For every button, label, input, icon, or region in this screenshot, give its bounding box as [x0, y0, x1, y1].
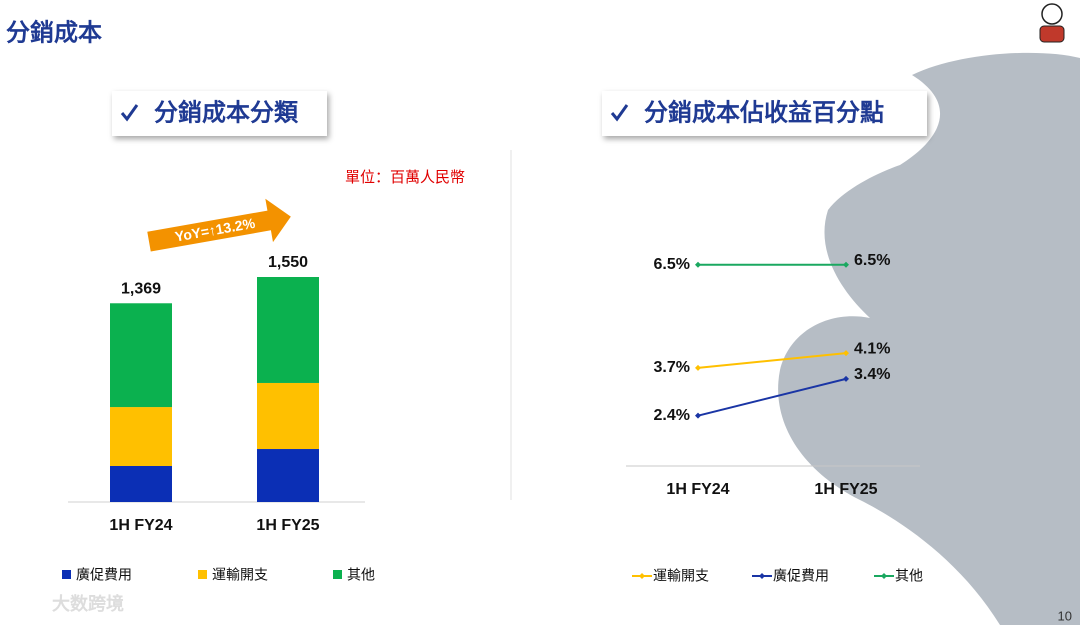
x-tick-label: 1H FY24	[109, 517, 172, 534]
legend-swatch	[62, 570, 71, 579]
annotation: YoY=↑13.2%	[174, 215, 257, 245]
marker	[843, 350, 849, 357]
line	[697, 352, 847, 369]
bar-segment	[257, 382, 319, 450]
chart-title: 分銷成本佔收益百分點	[644, 98, 884, 126]
value-label: 4.1%	[854, 340, 890, 357]
page-title: 分銷成本	[6, 18, 102, 46]
legend-label: 其他	[895, 568, 923, 584]
heading-box	[602, 91, 927, 136]
value-label: 2.4%	[654, 407, 690, 424]
legend-marker	[881, 573, 887, 579]
unit-note: 單位：百萬人民幣	[345, 169, 465, 186]
page-number: 10	[1058, 608, 1072, 623]
legend-swatch	[198, 570, 207, 579]
check-icon	[120, 104, 139, 122]
bar-segment	[110, 303, 172, 408]
marker	[695, 412, 701, 419]
total-label: 1,369	[121, 280, 161, 297]
legend-label: 廣促費用	[76, 567, 132, 583]
watermark: 大数跨境	[52, 593, 124, 614]
x-tick-label: 1H FY25	[256, 517, 319, 534]
legend-label: 運輸開支	[212, 567, 268, 583]
legend-marker	[759, 573, 765, 579]
legend-label: 運輸開支	[653, 568, 709, 584]
logo	[1039, 3, 1065, 43]
bar-segment	[257, 449, 319, 502]
marker	[843, 375, 849, 382]
yoy-arrow: YoY=↑13.2%	[147, 198, 291, 252]
bar-segment	[110, 407, 172, 466]
marker	[695, 364, 701, 371]
heading-box	[112, 91, 327, 136]
value-label: 6.5%	[654, 256, 690, 273]
value-label: 6.5%	[854, 252, 890, 269]
bar-segment	[110, 466, 172, 502]
legend-label: 廣促費用	[773, 568, 829, 584]
total-label: 1,550	[268, 254, 308, 271]
marker	[695, 261, 701, 268]
legend-label: 其他	[347, 567, 375, 583]
background-shape	[778, 52, 1080, 625]
chart-title: 分銷成本分類	[154, 98, 299, 126]
legend-marker	[639, 573, 645, 579]
legend-swatch	[333, 570, 342, 579]
check-icon	[610, 104, 629, 122]
marker	[843, 261, 849, 268]
value-label: 3.4%	[854, 366, 890, 383]
x-tick-label: 1H FY25	[814, 481, 877, 498]
bar-segment	[257, 277, 319, 383]
line	[697, 377, 847, 417]
x-tick-label: 1H FY24	[666, 481, 729, 498]
value-label: 3.7%	[654, 359, 690, 376]
